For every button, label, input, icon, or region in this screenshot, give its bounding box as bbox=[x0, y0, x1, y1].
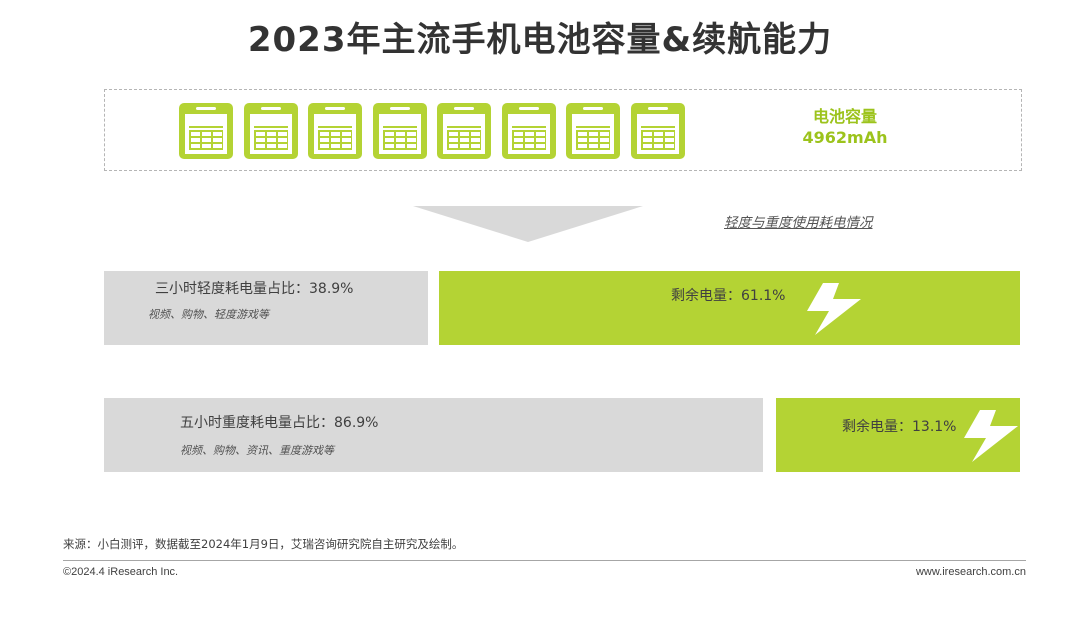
phone-icon bbox=[501, 103, 556, 159]
lightning-bolt-icon bbox=[807, 283, 861, 335]
heavy-used-label: 五小时重度耗电量占比：86.9% bbox=[180, 415, 379, 431]
light-remain-bar: 剩余电量：61.1% bbox=[439, 271, 1020, 345]
heavy-used-bar: 五小时重度耗电量占比：86.9% 视频、购物、资讯、重度游戏等 bbox=[104, 398, 763, 472]
page-title: 2023年主流手机电池容量&续航能力 bbox=[247, 20, 833, 60]
heavy-remain-bar: 剩余电量：13.1% bbox=[776, 398, 1020, 472]
phone-icon bbox=[630, 103, 685, 159]
phone-icon bbox=[372, 103, 427, 159]
light-used-desc: 视频、购物、轻度游戏等 bbox=[148, 308, 269, 321]
heavy-remain-label: 剩余电量：13.1% bbox=[842, 419, 957, 435]
capacity-value: 4962mAh bbox=[802, 128, 888, 147]
light-used-label: 三小时轻度耗电量占比：38.9% bbox=[155, 281, 354, 297]
phone-icon bbox=[566, 103, 620, 159]
light-remain-label: 剩余电量：61.1% bbox=[671, 288, 786, 304]
source-note: 来源：小白测评，数据截至2024年1月9日，艾瑞咨询研究院自主研究及绘制。 bbox=[63, 537, 464, 551]
lightning-bolt-icon bbox=[964, 410, 1018, 462]
capacity-label: 电池容量 bbox=[812, 107, 877, 126]
down-arrow-icon bbox=[413, 206, 643, 242]
usage-comparison-link[interactable]: 轻度与重度使用耗电情况 bbox=[724, 215, 873, 231]
heavy-used-desc: 视频、购物、资讯、重度游戏等 bbox=[180, 444, 334, 457]
footer-divider bbox=[63, 560, 1026, 561]
phone-icon bbox=[243, 103, 298, 159]
phone-icon bbox=[437, 103, 491, 159]
copyright: ©2024.4 iResearch Inc. bbox=[63, 566, 179, 578]
phone-icon bbox=[308, 103, 362, 159]
light-used-bar: 三小时轻度耗电量占比：38.9% 视频、购物、轻度游戏等 bbox=[104, 271, 428, 345]
website-link[interactable]: www.iresearch.com.cn bbox=[915, 566, 1026, 578]
phone-icon bbox=[179, 103, 233, 159]
battery-capacity-panel: 电池容量 4962mAh bbox=[104, 89, 1022, 171]
